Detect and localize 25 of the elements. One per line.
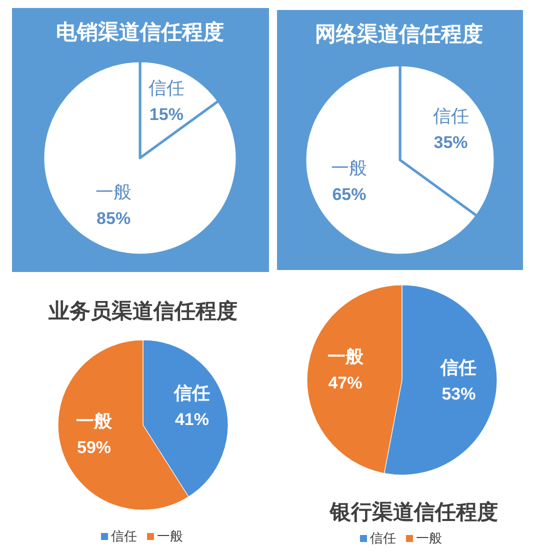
text: 银行渠道信任程度 xyxy=(329,500,498,524)
data-label: 53% xyxy=(442,384,476,404)
data-label: 41% xyxy=(174,410,209,429)
pie-slice xyxy=(42,60,238,256)
chart-title: 电销渠道信任程度 xyxy=(56,20,224,44)
data-label: 59% xyxy=(77,438,112,458)
legend-label: 信任 xyxy=(111,528,137,544)
slice-label: 一般 xyxy=(331,158,368,178)
slice-label: 一般 xyxy=(327,346,364,367)
chart-title: 网络渠道信任程度 xyxy=(315,22,483,46)
slice-label: 信任 xyxy=(440,357,477,378)
legend-label: 一般 xyxy=(416,530,442,546)
data-label: 47% xyxy=(328,374,362,393)
slice-label: 信任 xyxy=(432,106,469,126)
data-label: 85% xyxy=(96,208,131,228)
data-label: 35% xyxy=(434,133,468,152)
chart-title: 业务员渠道信任程度 xyxy=(48,299,238,323)
slice-label: 信任 xyxy=(148,78,184,98)
slice-label: 一般 xyxy=(96,182,132,202)
data-label: 15% xyxy=(149,105,184,124)
slice-label: 信任 xyxy=(172,382,210,403)
data-label: 65% xyxy=(332,184,366,204)
legend-label: 一般 xyxy=(157,528,183,544)
slice-label: 一般 xyxy=(76,411,114,432)
legend-label: 信任 xyxy=(370,530,396,546)
